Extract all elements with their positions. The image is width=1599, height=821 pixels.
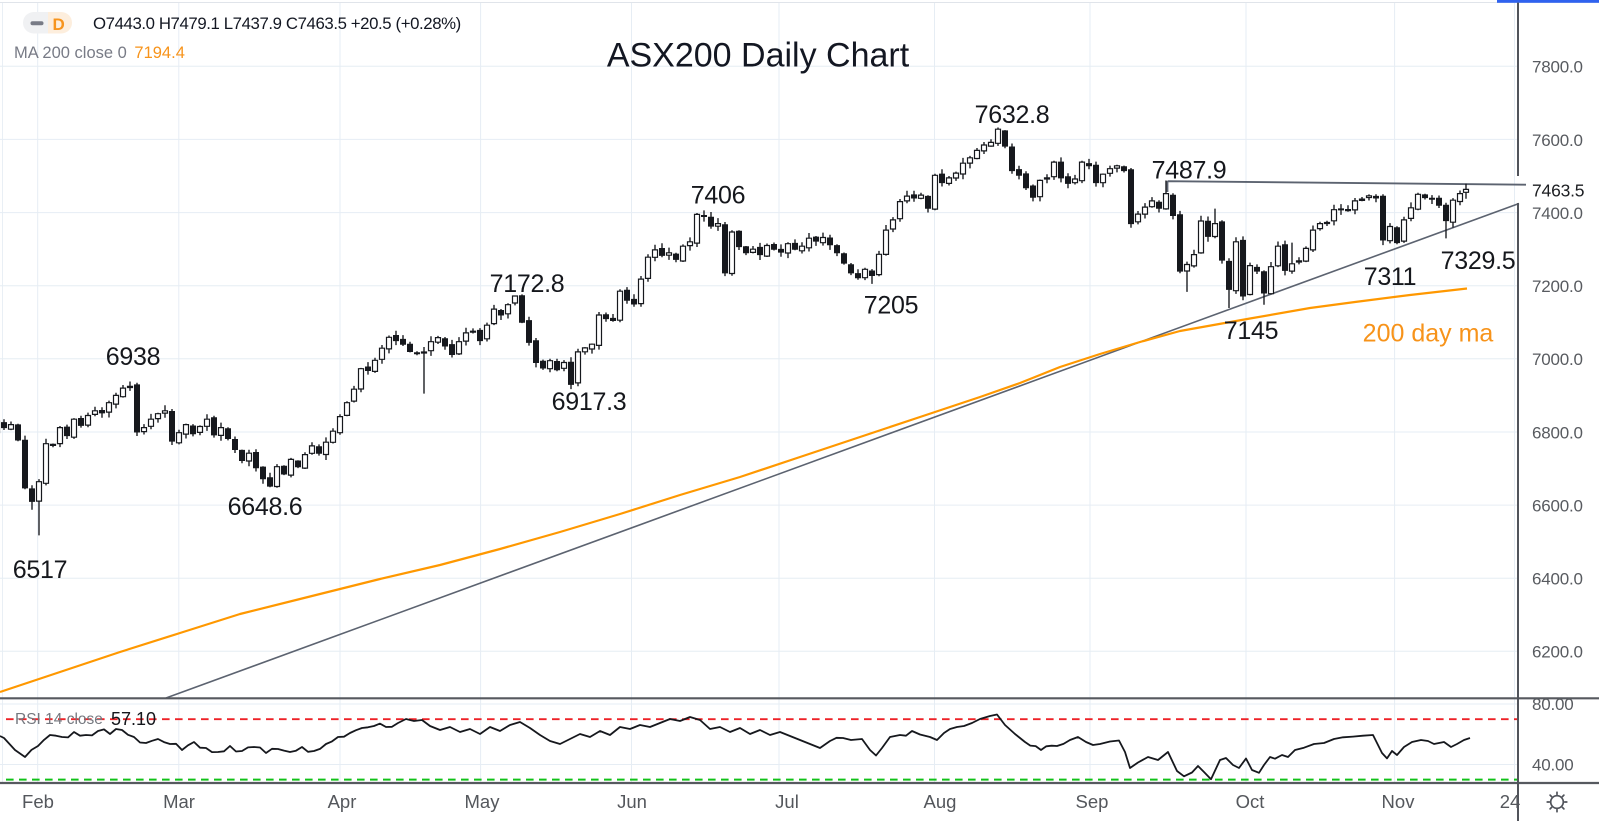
svg-text:80.00: 80.00 [1532, 695, 1574, 714]
svg-text:7329.5: 7329.5 [1441, 247, 1516, 275]
svg-text:24: 24 [1500, 791, 1521, 812]
svg-text:Jun: Jun [617, 791, 647, 812]
svg-text:57.10: 57.10 [111, 709, 156, 729]
svg-text:Sep: Sep [1076, 791, 1109, 812]
svg-text:6517: 6517 [13, 556, 67, 584]
svg-text:Jul: Jul [775, 791, 799, 812]
svg-text:Oct: Oct [1236, 791, 1265, 812]
svg-text:6938: 6938 [106, 343, 160, 371]
svg-text:7311: 7311 [1364, 263, 1417, 291]
svg-text:7800.0: 7800.0 [1532, 58, 1583, 77]
svg-text:6648.6: 6648.6 [228, 493, 303, 521]
svg-text:ASX200 Daily Chart: ASX200 Daily Chart [607, 37, 910, 75]
svg-text:7172.8: 7172.8 [490, 270, 565, 298]
svg-text:7400.0: 7400.0 [1532, 204, 1583, 223]
svg-text:7463.5: 7463.5 [1532, 181, 1584, 201]
svg-text:6800.0: 6800.0 [1532, 423, 1583, 442]
svg-text:Mar: Mar [163, 791, 195, 812]
svg-text:O7443.0 H7479.1 L7437.9 C7463.: O7443.0 H7479.1 L7437.9 C7463.5 +20.5 (+… [93, 14, 461, 33]
svg-text:6200.0: 6200.0 [1532, 643, 1583, 662]
svg-text:7000.0: 7000.0 [1532, 350, 1583, 369]
svg-text:200 day ma: 200 day ma [1363, 320, 1494, 348]
svg-text:Feb: Feb [22, 791, 54, 812]
svg-text:Aug: Aug [924, 791, 957, 812]
svg-text:RSI 14 close: RSI 14 close [15, 711, 103, 728]
svg-text:7487.9: 7487.9 [1152, 157, 1227, 185]
svg-text:Apr: Apr [328, 791, 357, 812]
svg-text:7145: 7145 [1224, 317, 1278, 345]
svg-text:Nov: Nov [1382, 791, 1416, 812]
svg-text:MA 200 close 0 7194.4: MA 200 close 0 7194.4 [14, 44, 185, 62]
svg-text:6400.0: 6400.0 [1532, 570, 1583, 589]
svg-text:7205: 7205 [864, 292, 918, 320]
svg-text:40.00: 40.00 [1532, 756, 1574, 775]
svg-text:7200.0: 7200.0 [1532, 277, 1583, 296]
svg-text:May: May [465, 791, 501, 812]
svg-text:7600.0: 7600.0 [1532, 131, 1583, 150]
svg-text:6917.3: 6917.3 [552, 388, 627, 416]
svg-text:D: D [53, 15, 65, 34]
svg-text:7632.8: 7632.8 [975, 101, 1050, 129]
svg-text:7406: 7406 [691, 182, 745, 210]
svg-text:6600.0: 6600.0 [1532, 496, 1583, 515]
